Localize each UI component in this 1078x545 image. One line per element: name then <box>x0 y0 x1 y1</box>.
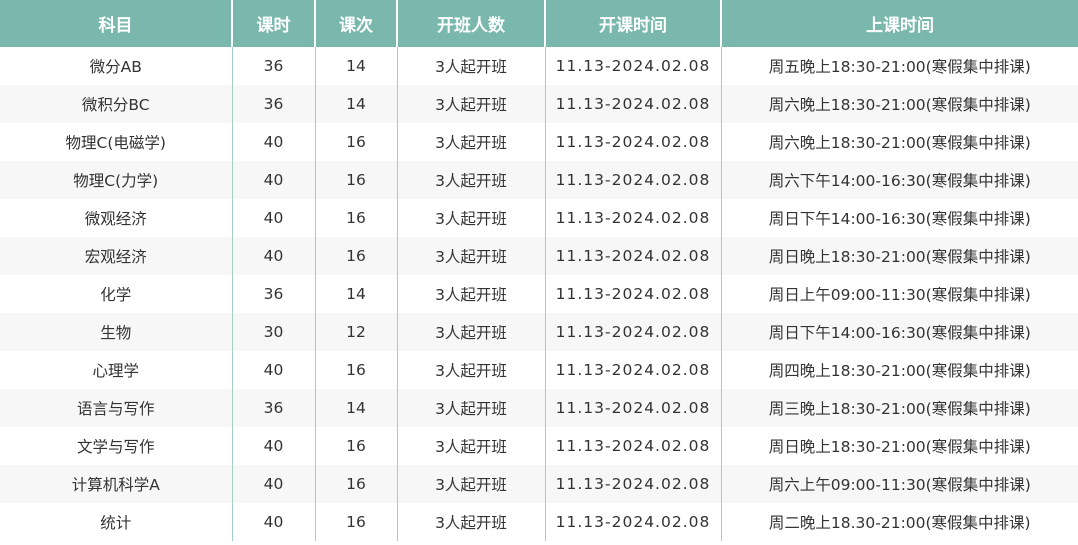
cell-hours: 40 <box>231 427 315 465</box>
cell-hours: 40 <box>231 503 315 541</box>
cell-start-date: 11.13-2024.02.08 <box>544 47 721 85</box>
cell-start-date: 11.13-2024.02.08 <box>544 389 721 427</box>
cell-sessions: 12 <box>314 313 397 351</box>
table-row: 计算机科学A 40 16 3人起开班 11.13-2024.02.08 周六上午09:00… <box>0 465 1078 503</box>
table-row: 心理学 40 16 3人起开班 11.13-2024.02.08 周四晚上18:30-21… <box>0 351 1078 389</box>
cell-start-date: 11.13-2024.02.08 <box>544 85 721 123</box>
cell-class-time: 周六晚上18:30-21:00(寒假集中排课) <box>720 123 1078 161</box>
cell-min-enrollment: 3人起开班 <box>396 465 545 503</box>
cell-class-time: 周三晚上18:30-21:00(寒假集中排课) <box>720 389 1078 427</box>
cell-subject: 物理C(力学) <box>0 161 232 199</box>
cell-hours: 36 <box>231 389 315 427</box>
header-row: 科目 课时 课次 开班人数 开课时间 上课时间 <box>0 0 1078 47</box>
cell-hours: 36 <box>231 275 315 313</box>
cell-subject: 生物 <box>0 313 232 351</box>
cell-hours: 40 <box>231 123 315 161</box>
cell-subject: 文学与写作 <box>76 438 155 456</box>
header-start-date: 开课时间 <box>544 0 721 47</box>
cell-class-time: 周日晚上18:30-21:00(寒假集中排课) <box>720 237 1078 275</box>
cell-subject: 统计 <box>100 514 132 532</box>
cell-hours: 30 <box>231 313 315 351</box>
cell-sessions: 14 <box>314 85 397 123</box>
cell-start-date: 11.13-2024.02.08 <box>544 237 721 275</box>
table-row: 物理C(电磁学) 40 16 3人起开班 11.13-2024.02.08 周六晚上18:… <box>0 123 1078 161</box>
cell-min-enrollment: 3人起开班 <box>396 313 545 351</box>
cell-min-enrollment: 3人起开班 <box>396 503 545 541</box>
table-row: 物理C(力学) 40 16 3人起开班 11.13-2024.02.08 周六下午14:0… <box>0 161 1078 199</box>
cell-start-date: 11.13-2024.02.08 <box>544 465 721 503</box>
cell-min-enrollment: 3人起开班 <box>396 85 545 123</box>
cell-hours: 40 <box>231 199 315 237</box>
cell-hours: 40 <box>231 237 315 275</box>
cell-class-time: 周五晚上18:30-21:00(寒假集中排课) <box>720 47 1078 85</box>
header-min-enrollment: 开班人数 <box>396 0 545 47</box>
table-row: 语言与写作 36 14 3人起开班 11.13-2024.02.08 周三晚上18:30-… <box>0 389 1078 427</box>
cell-min-enrollment: 3人起开班 <box>396 275 545 313</box>
cell-sessions: 14 <box>314 47 397 85</box>
header-hours: 课时 <box>231 0 315 47</box>
header-subject: 科目 <box>0 0 232 47</box>
cell-subject: 微分AB <box>89 58 142 76</box>
cell-min-enrollment: 3人起开班 <box>396 389 545 427</box>
cell-start-date: 11.13-2024.02.08 <box>544 427 721 465</box>
table-row: 微积分BC 36 14 3人起开班 11.13-2024.02.08 周六晚上18:30-… <box>0 85 1078 123</box>
cell-min-enrollment: 3人起开班 <box>396 237 545 275</box>
cell-start-date: 11.13-2024.02.08 <box>544 161 721 199</box>
cell-sessions: 16 <box>314 199 397 237</box>
cell-min-enrollment: 3人起开班 <box>396 161 545 199</box>
cell-class-time: 周四晚上18:30-21:00(寒假集中排课) <box>720 351 1078 389</box>
cell-hours: 36 <box>231 85 315 123</box>
cell-start-date: 11.13-2024.02.08 <box>544 313 721 351</box>
cell-subject: 语言与写作 <box>0 389 232 427</box>
cell-class-time: 周六上午09:00-11:30(寒假集中排课) <box>720 465 1078 503</box>
table-row: 微观经济 40 16 3人起开班 11.13-2024.02.08 周日下午14:00-1… <box>0 199 1078 237</box>
cell-start-date: 11.13-2024.02.08 <box>544 123 721 161</box>
cell-min-enrollment: 3人起开班 <box>396 427 545 465</box>
cell-subject: 宏观经济 <box>0 237 232 275</box>
cell-class-time: 周二晚上18.30-21:00(寒假集中排课) <box>720 503 1078 541</box>
table-row: 微分AB 36 14 3人起开班 11.13-2024.02.08 周五晚上18:30-2… <box>0 47 1078 85</box>
cell-subject: 心理学 <box>92 362 139 380</box>
cell-subject: 化学 <box>100 286 132 304</box>
header-class-time: 上课时间 <box>720 0 1078 47</box>
cell-hours: 40 <box>231 351 315 389</box>
cell-subject: 物理C(电磁学) <box>65 134 166 152</box>
cell-start-date: 11.13-2024.02.08 <box>544 199 721 237</box>
cell-min-enrollment: 3人起开班 <box>396 351 545 389</box>
cell-min-enrollment: 3人起开班 <box>396 123 545 161</box>
table-row: 统计 40 16 3人起开班 11.13-2024.02.08 周二晚上18.30-21:… <box>0 503 1078 541</box>
table-row: 宏观经济 40 16 3人起开班 11.13-2024.02.08 周日晚上18:30-2… <box>0 237 1078 275</box>
cell-start-date: 11.13-2024.02.08 <box>544 351 721 389</box>
table-row: 生物 30 12 3人起开班 11.13-2024.02.08 周日下午14:00-16:… <box>0 313 1078 351</box>
cell-class-time: 周日下午14:00-16:30(寒假集中排课) <box>720 199 1078 237</box>
cell-min-enrollment: 3人起开班 <box>396 199 545 237</box>
cell-hours: 40 <box>231 161 315 199</box>
cell-sessions: 16 <box>314 503 397 541</box>
table-row: 文学与写作 40 16 3人起开班 11.13-2024.02.08 周日晚上18:30-… <box>0 427 1078 465</box>
cell-sessions: 16 <box>314 237 397 275</box>
cell-sessions: 14 <box>314 275 397 313</box>
cell-class-time: 周六下午14:00-16:30(寒假集中排课) <box>720 161 1078 199</box>
cell-start-date: 11.13-2024.02.08 <box>544 503 721 541</box>
cell-class-time: 周日上午09:00-11:30(寒假集中排课) <box>720 275 1078 313</box>
cell-sessions: 14 <box>314 389 397 427</box>
cell-subject: 微观经济 <box>84 210 147 228</box>
cell-class-time: 周日下午14:00-16:30(寒假集中排课) <box>720 313 1078 351</box>
cell-sessions: 16 <box>314 465 397 503</box>
table-row: 化学 36 14 3人起开班 11.13-2024.02.08 周日上午09:00-11:… <box>0 275 1078 313</box>
cell-sessions: 16 <box>314 427 397 465</box>
cell-sessions: 16 <box>314 123 397 161</box>
cell-sessions: 16 <box>314 351 397 389</box>
cell-subject: 计算机科学A <box>0 465 232 503</box>
cell-class-time: 周日晚上18:30-21:00(寒假集中排课) <box>720 427 1078 465</box>
cell-start-date: 11.13-2024.02.08 <box>544 275 721 313</box>
cell-sessions: 16 <box>314 161 397 199</box>
header-sessions: 课次 <box>314 0 397 47</box>
cell-class-time: 周六晚上18:30-21:00(寒假集中排课) <box>720 85 1078 123</box>
cell-hours: 36 <box>231 47 315 85</box>
cell-subject: 微积分BC <box>0 85 232 123</box>
cell-min-enrollment: 3人起开班 <box>396 47 545 85</box>
cell-hours: 40 <box>231 465 315 503</box>
